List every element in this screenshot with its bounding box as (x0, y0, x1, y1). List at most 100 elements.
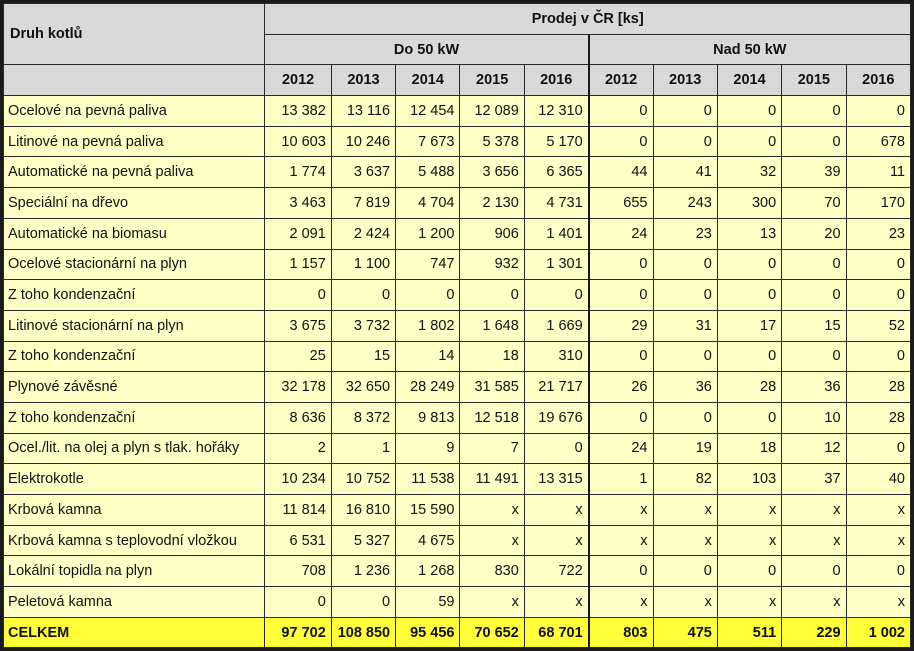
total-cell: 1 002 (845, 616, 912, 649)
value-cell: 32 178 (264, 371, 332, 403)
value-cell: 0 (330, 279, 397, 311)
value-cell: x (845, 586, 912, 618)
value-cell: 10 752 (330, 463, 397, 495)
value-cell: 1 301 (523, 248, 590, 281)
value-cell: 708 (264, 555, 332, 588)
value-cell: 0 (845, 248, 912, 281)
value-cell: 13 116 (330, 95, 397, 127)
table-row: Z toho kondenzační 25 15 14 18 310 0 0 0 0 0 (2, 340, 912, 373)
value-cell: 7 (459, 432, 525, 465)
value-cell: 0 (587, 555, 654, 588)
table-row: Ocel./lit. na olej a plyn s tlak. hořáky… (2, 432, 912, 465)
year-header: 2012 (587, 64, 654, 97)
value-cell: 0 (652, 125, 718, 158)
value-cell: 10 603 (264, 125, 332, 158)
value-cell: 26 (587, 371, 654, 403)
value-cell: 170 (845, 187, 912, 219)
value-cell: 0 (587, 248, 654, 281)
total-cell: 97 702 (264, 616, 332, 649)
value-cell: 906 (459, 217, 525, 250)
value-cell: 41 (652, 156, 718, 189)
value-cell: 15 590 (395, 494, 461, 526)
table-row: Peletová kamna 0 0 59 x x x x x x x (2, 586, 912, 618)
value-cell: 82 (652, 463, 718, 495)
total-cell: 70 652 (459, 616, 525, 649)
value-cell: 0 (845, 432, 912, 465)
value-cell: 0 (652, 401, 718, 434)
value-cell: 3 732 (330, 309, 397, 342)
table-body: Ocelové na pevná paliva 13 382 13 116 12 45… (2, 95, 912, 649)
value-cell: 15 (781, 309, 847, 342)
total-cell: 511 (716, 616, 783, 649)
value-cell: x (652, 586, 718, 618)
value-cell: 15 (330, 340, 397, 373)
value-cell: 0 (781, 125, 847, 158)
value-cell: 830 (459, 555, 525, 588)
value-cell: 11 491 (459, 463, 525, 495)
value-cell: 10 246 (330, 125, 397, 158)
value-cell: 103 (716, 463, 783, 495)
value-cell: 18 (716, 432, 783, 465)
value-cell: 13 315 (523, 463, 590, 495)
value-cell: 31 (652, 309, 718, 342)
value-cell: 23 (652, 217, 718, 250)
value-cell: 1 (587, 463, 654, 495)
row-label: Krbová kamna s teplovodní vložkou (2, 524, 266, 557)
value-cell: 0 (716, 555, 783, 588)
value-cell: 7 819 (330, 187, 397, 219)
value-cell: 1 157 (264, 248, 332, 281)
value-cell: 52 (845, 309, 912, 342)
year-header: 2014 (395, 64, 461, 97)
value-cell: 9 813 (395, 401, 461, 434)
value-cell: 0 (264, 279, 332, 311)
value-cell: x (781, 524, 847, 557)
value-cell: 932 (459, 248, 525, 281)
value-cell: 0 (652, 340, 718, 373)
table-row: Z toho kondenzační 0 0 0 0 0 0 0 0 0 0 (2, 279, 912, 311)
row-label: Automatické na pevná paliva (2, 156, 266, 189)
value-cell: x (652, 494, 718, 526)
value-cell: 23 (845, 217, 912, 250)
value-cell: 0 (781, 248, 847, 281)
year-header: 2013 (330, 64, 397, 97)
value-cell: 29 (587, 309, 654, 342)
table-row: Elektrokotle 10 234 10 752 11 538 11 491 13 3… (2, 463, 912, 495)
value-cell: 21 717 (523, 371, 590, 403)
year-header: 2013 (652, 64, 718, 97)
year-header: 2014 (716, 64, 783, 97)
value-cell: x (587, 524, 654, 557)
value-cell: 3 656 (459, 156, 525, 189)
value-cell: 17 (716, 309, 783, 342)
row-label: Lokální topidla na plyn (2, 555, 266, 588)
value-cell: 2 130 (459, 187, 525, 219)
value-cell: x (523, 494, 590, 526)
value-cell: 1 100 (330, 248, 397, 281)
value-cell: x (652, 524, 718, 557)
table-row: Z toho kondenzační 8 636 8 372 9 813 12 518 1… (2, 401, 912, 434)
value-cell: 1 (330, 432, 397, 465)
value-cell: 4 675 (395, 524, 461, 557)
value-cell: x (459, 586, 525, 618)
value-cell: 3 675 (264, 309, 332, 342)
value-cell: 11 (845, 156, 912, 189)
value-cell: 0 (652, 279, 718, 311)
row-label: Z toho kondenzační (2, 279, 266, 311)
value-cell: 7 673 (395, 125, 461, 158)
value-cell: x (459, 524, 525, 557)
value-cell: 3 463 (264, 187, 332, 219)
value-cell: 8 372 (330, 401, 397, 434)
value-cell: 25 (264, 340, 332, 373)
row-label: Automatické na biomasu (2, 217, 266, 250)
value-cell: 6 531 (264, 524, 332, 557)
value-cell: 28 (845, 401, 912, 434)
row-label: Plynové závěsné (2, 371, 266, 403)
value-cell: 243 (652, 187, 718, 219)
corner-header: Druh kotlů (2, 2, 266, 66)
value-cell: 20 (781, 217, 847, 250)
value-cell: 0 (587, 95, 654, 127)
value-cell: 0 (587, 340, 654, 373)
value-cell: 4 731 (523, 187, 590, 219)
row-label: Krbová kamna (2, 494, 266, 526)
year-header: 2015 (459, 64, 525, 97)
value-cell: 0 (652, 555, 718, 588)
